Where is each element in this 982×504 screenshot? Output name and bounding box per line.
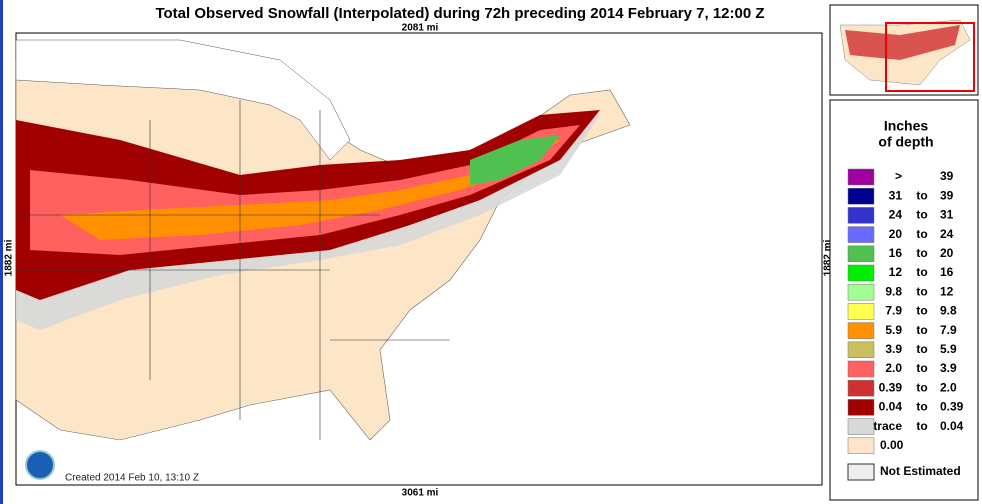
legend-label: 31 bbox=[889, 188, 903, 202]
right-scale: 1882 mi bbox=[823, 239, 834, 276]
legend-label: to bbox=[916, 323, 927, 337]
legend-label: 24 bbox=[940, 227, 954, 241]
legend-swatch bbox=[847, 418, 875, 435]
inset-map bbox=[829, 4, 979, 96]
legend-label: 9.8 bbox=[885, 284, 902, 298]
lakes-north bbox=[15, 39, 351, 161]
noaa-logo bbox=[25, 450, 55, 480]
legend-label: to bbox=[916, 400, 927, 414]
legend-swatch bbox=[847, 303, 875, 320]
legend-label: to bbox=[916, 188, 927, 202]
legend-label: to bbox=[916, 304, 927, 318]
inset-snow bbox=[845, 25, 960, 60]
legend-label: 16 bbox=[940, 265, 954, 279]
top-scale: 2081 mi bbox=[402, 23, 439, 34]
legend-label: 16 bbox=[889, 246, 903, 260]
legend-swatch bbox=[847, 226, 875, 243]
legend-swatch bbox=[847, 245, 875, 263]
legend-label: trace bbox=[873, 419, 902, 433]
legend-label: 0.04 bbox=[879, 400, 903, 414]
legend-label: 39 bbox=[940, 169, 954, 183]
legend-label: 9.8 bbox=[940, 304, 957, 318]
legend-swatch bbox=[847, 437, 875, 455]
legend-label: 3.9 bbox=[885, 342, 902, 356]
legend-label: 0.04 bbox=[940, 419, 964, 433]
legend-label: 2.0 bbox=[940, 380, 957, 394]
window-edge bbox=[0, 0, 3, 504]
legend-swatch bbox=[847, 322, 875, 339]
legend-swatch bbox=[847, 399, 875, 416]
legend-label: 24 bbox=[889, 208, 903, 222]
legend-label: 20 bbox=[889, 227, 903, 241]
legend-swatch bbox=[847, 168, 875, 186]
legend-label: to bbox=[916, 361, 927, 375]
legend-label: to bbox=[916, 380, 927, 394]
legend-label: 0.39 bbox=[940, 400, 964, 414]
legend-label: to bbox=[916, 419, 927, 433]
legend-swatch bbox=[847, 187, 875, 205]
legend-label: to bbox=[916, 265, 927, 279]
legend-swatch bbox=[847, 264, 875, 282]
legend-label: 2.0 bbox=[885, 361, 902, 375]
legend-label: 3.9 bbox=[940, 361, 957, 375]
legend-label: to bbox=[916, 246, 927, 260]
legend-label: 7.9 bbox=[885, 304, 902, 318]
legend-label: 12 bbox=[940, 284, 954, 298]
legend-label: to bbox=[916, 208, 927, 222]
legend-swatch bbox=[847, 283, 875, 301]
title: Total Observed Snowfall (Interpolated) d… bbox=[155, 5, 764, 22]
legend-label: 20 bbox=[940, 246, 954, 260]
legend-label: 5.9 bbox=[940, 342, 957, 356]
created-note: Created 2014 Feb 10, 13:10 Z bbox=[65, 473, 199, 484]
legend-label: to bbox=[916, 342, 927, 356]
inset-highlight bbox=[885, 22, 975, 92]
legend-swatch bbox=[847, 379, 875, 397]
legend-label: 5.9 bbox=[885, 323, 902, 337]
legend-label: 12 bbox=[889, 265, 903, 279]
legend-swatch bbox=[847, 341, 875, 359]
legend-label: 7.9 bbox=[940, 323, 957, 337]
map: Created 2014 Feb 10, 13:10 Z bbox=[15, 32, 823, 486]
legend-title: of depth bbox=[878, 134, 933, 150]
snow-band bbox=[470, 135, 560, 185]
legend-label: 0.39 bbox=[879, 380, 903, 394]
legend-swatch bbox=[847, 463, 875, 481]
legend-label: to bbox=[916, 284, 927, 298]
legend-label: Not Estimated bbox=[880, 464, 961, 478]
legend-swatch bbox=[847, 207, 875, 224]
legend-label: > bbox=[895, 169, 902, 183]
state-lines bbox=[16, 100, 450, 440]
bottom-scale: 3061 mi bbox=[402, 488, 439, 499]
legend-title: Inches bbox=[884, 118, 929, 134]
legend-swatch bbox=[847, 360, 875, 378]
legend-label: to bbox=[916, 227, 927, 241]
legend-label: 39 bbox=[940, 188, 954, 202]
legend-label: 31 bbox=[940, 208, 954, 222]
legend-label: 0.00 bbox=[880, 438, 904, 452]
left-scale: 1882 mi bbox=[4, 239, 15, 276]
